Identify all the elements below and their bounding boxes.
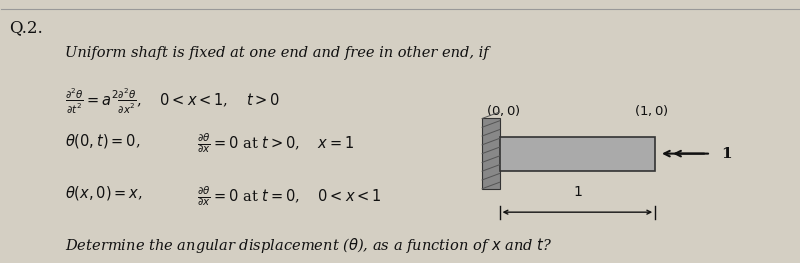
Text: $\frac{\partial\theta}{\partial x} = 0$ at $t > 0$,    $x = 1$: $\frac{\partial\theta}{\partial x} = 0$ …: [197, 132, 354, 155]
Text: 1: 1: [722, 146, 732, 161]
Text: $\theta(0, t) = 0$,: $\theta(0, t) = 0$,: [65, 132, 141, 149]
Bar: [500, 137, 655, 170]
Text: $(0,0)$: $(0,0)$: [486, 103, 521, 119]
Text: $\frac{\partial\theta}{\partial x} = 0$ at $t = 0$,    $0 < x < 1$: $\frac{\partial\theta}{\partial x} = 0$ …: [197, 184, 382, 208]
Text: $(1,0)$: $(1,0)$: [634, 103, 669, 119]
Text: $\theta(x, 0) = x$,: $\theta(x, 0) = x$,: [65, 184, 143, 201]
Bar: [482, 119, 500, 189]
Text: $\frac{\partial^2\theta}{\partial t^2} = a^2\frac{\partial^2\theta}{\partial x^2: $\frac{\partial^2\theta}{\partial t^2} =…: [65, 87, 281, 117]
Text: Uniform shaft is fixed at one end and free in other end, if: Uniform shaft is fixed at one end and fr…: [65, 45, 489, 60]
Text: Determine the angular displacement ($\theta$), as a function of $x$ and $t$?: Determine the angular displacement ($\th…: [65, 236, 553, 255]
Text: Q.2.: Q.2.: [10, 20, 43, 37]
Text: $1$: $1$: [573, 185, 582, 199]
